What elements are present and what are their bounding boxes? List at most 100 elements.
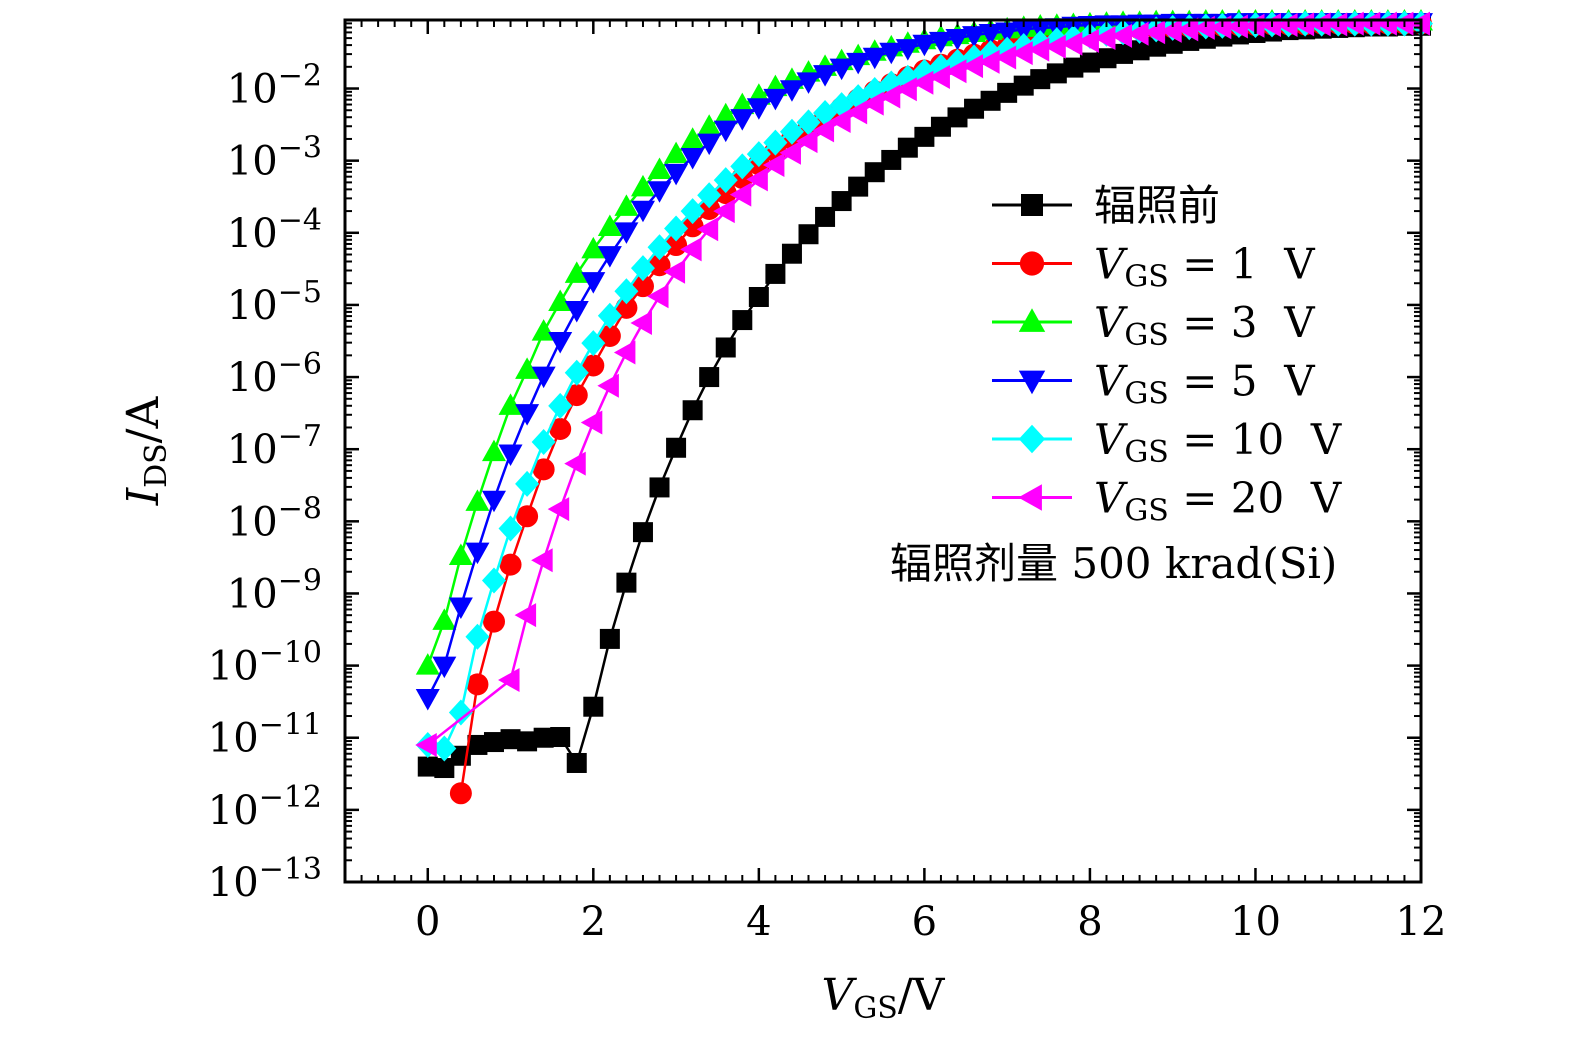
data-point xyxy=(465,623,490,650)
data-point xyxy=(564,359,589,386)
data-point xyxy=(432,656,457,679)
y-tick-exponent: −5 xyxy=(278,275,322,310)
y-tick-base: 10 xyxy=(227,67,278,113)
y-tick-label: 10−4 xyxy=(227,203,322,257)
data-point xyxy=(432,735,457,762)
legend-item: VGS = 20 V xyxy=(992,474,1342,529)
legend-text-main: V xyxy=(1094,240,1128,289)
x-axis-label-sub: GS xyxy=(853,991,898,1026)
y-tick-exponent: −10 xyxy=(259,636,322,671)
y-tick-exponent: −7 xyxy=(278,419,322,454)
legend-text-sub: GS xyxy=(1124,260,1169,295)
data-point xyxy=(648,254,671,277)
data-point xyxy=(1325,12,1348,37)
data-point xyxy=(928,31,953,54)
y-tick-exponent: −3 xyxy=(278,131,322,166)
y-tick-label: 10−9 xyxy=(227,563,322,617)
data-point xyxy=(796,129,818,154)
data-point xyxy=(1063,57,1084,78)
data-point xyxy=(630,174,655,197)
data-point xyxy=(550,727,571,748)
data-point xyxy=(897,137,918,158)
data-point xyxy=(614,278,639,305)
data-point xyxy=(1391,11,1414,36)
legend-marker xyxy=(1018,484,1042,511)
data-point xyxy=(980,90,1001,111)
data-point xyxy=(864,162,885,183)
y-tick-base: 10 xyxy=(227,283,278,329)
data-point xyxy=(1176,17,1199,42)
legend-marker xyxy=(1018,424,1046,454)
data-point xyxy=(746,141,771,168)
legend-marker xyxy=(1019,251,1045,276)
data-point xyxy=(994,45,1017,70)
data-point xyxy=(1030,69,1051,90)
data-point xyxy=(697,114,722,136)
data-point xyxy=(632,522,653,543)
data-point xyxy=(763,129,788,156)
data-point xyxy=(664,163,689,186)
data-point xyxy=(666,437,687,458)
data-point xyxy=(533,727,554,748)
y-tick-label: 10−2 xyxy=(227,59,322,113)
y-tick-base: 10 xyxy=(227,427,278,473)
data-point xyxy=(417,756,438,777)
data-point xyxy=(581,236,606,259)
data-point xyxy=(697,182,722,209)
y-tick-exponent: −4 xyxy=(278,203,322,238)
data-point xyxy=(647,157,672,180)
data-point xyxy=(879,42,904,65)
x-axis-label: VGS/V xyxy=(822,970,946,1026)
legend-text-main: V xyxy=(1094,357,1128,406)
legend-label: VGS = 20 V xyxy=(1094,474,1342,529)
y-tick-base: 10 xyxy=(227,355,278,401)
data-point xyxy=(630,255,655,282)
data-point xyxy=(531,548,553,573)
data-point xyxy=(746,167,768,192)
data-point xyxy=(1193,15,1215,40)
y-tick-exponent: −2 xyxy=(278,59,322,94)
legend-item: VGS = 3 V xyxy=(992,298,1315,353)
legend-text-tail: = 20 V xyxy=(1169,474,1342,523)
y-tick-exponent: −9 xyxy=(278,563,322,598)
data-point xyxy=(696,217,719,242)
data-point xyxy=(500,729,521,750)
data-point xyxy=(911,70,934,95)
legend-text-tail: = 10 V xyxy=(1169,415,1342,464)
data-point xyxy=(829,108,851,133)
data-point xyxy=(878,84,901,109)
data-point xyxy=(531,428,556,455)
data-point xyxy=(978,23,1003,46)
data-point xyxy=(580,410,603,435)
data-point xyxy=(1013,75,1034,96)
data-point xyxy=(1079,52,1100,73)
data-point xyxy=(1011,41,1033,66)
data-point xyxy=(647,284,669,309)
data-point xyxy=(813,65,838,87)
data-point xyxy=(962,26,987,48)
y-tick-label: 10−13 xyxy=(208,852,322,906)
data-point xyxy=(448,699,473,726)
data-point xyxy=(732,310,753,331)
data-point xyxy=(961,54,984,79)
data-point xyxy=(498,444,523,467)
data-point xyxy=(647,181,672,203)
data-point xyxy=(1127,21,1149,46)
data-point xyxy=(730,153,755,180)
data-point xyxy=(729,182,752,207)
series-layer xyxy=(415,8,1433,805)
y-tick-base: 10 xyxy=(208,716,259,762)
data-point xyxy=(548,392,573,419)
data-point xyxy=(914,126,935,147)
legend-text-sub: GS xyxy=(1124,377,1169,412)
y-tick-exponent: −12 xyxy=(259,780,322,815)
data-point xyxy=(713,199,735,224)
x-tick-label: 12 xyxy=(1396,899,1447,945)
data-point xyxy=(532,458,555,481)
data-point xyxy=(548,289,573,312)
y-tick-exponent: −8 xyxy=(278,491,322,526)
data-point xyxy=(746,98,771,120)
data-point xyxy=(517,731,538,752)
data-point xyxy=(498,515,523,542)
